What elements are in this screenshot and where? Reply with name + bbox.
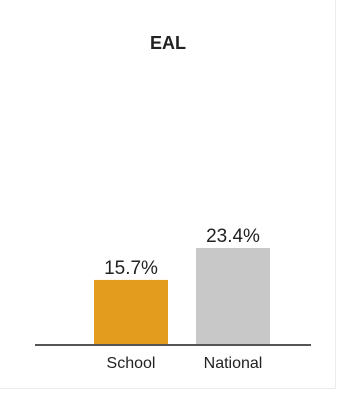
bar-school	[94, 279, 168, 345]
category-label-national: National	[204, 355, 263, 372]
bar-national	[196, 248, 270, 345]
value-label-national: 23.4%	[206, 226, 260, 247]
chart-title: EAL	[150, 33, 186, 53]
category-label-school: School	[107, 355, 156, 372]
value-label-school: 15.7%	[104, 258, 158, 279]
